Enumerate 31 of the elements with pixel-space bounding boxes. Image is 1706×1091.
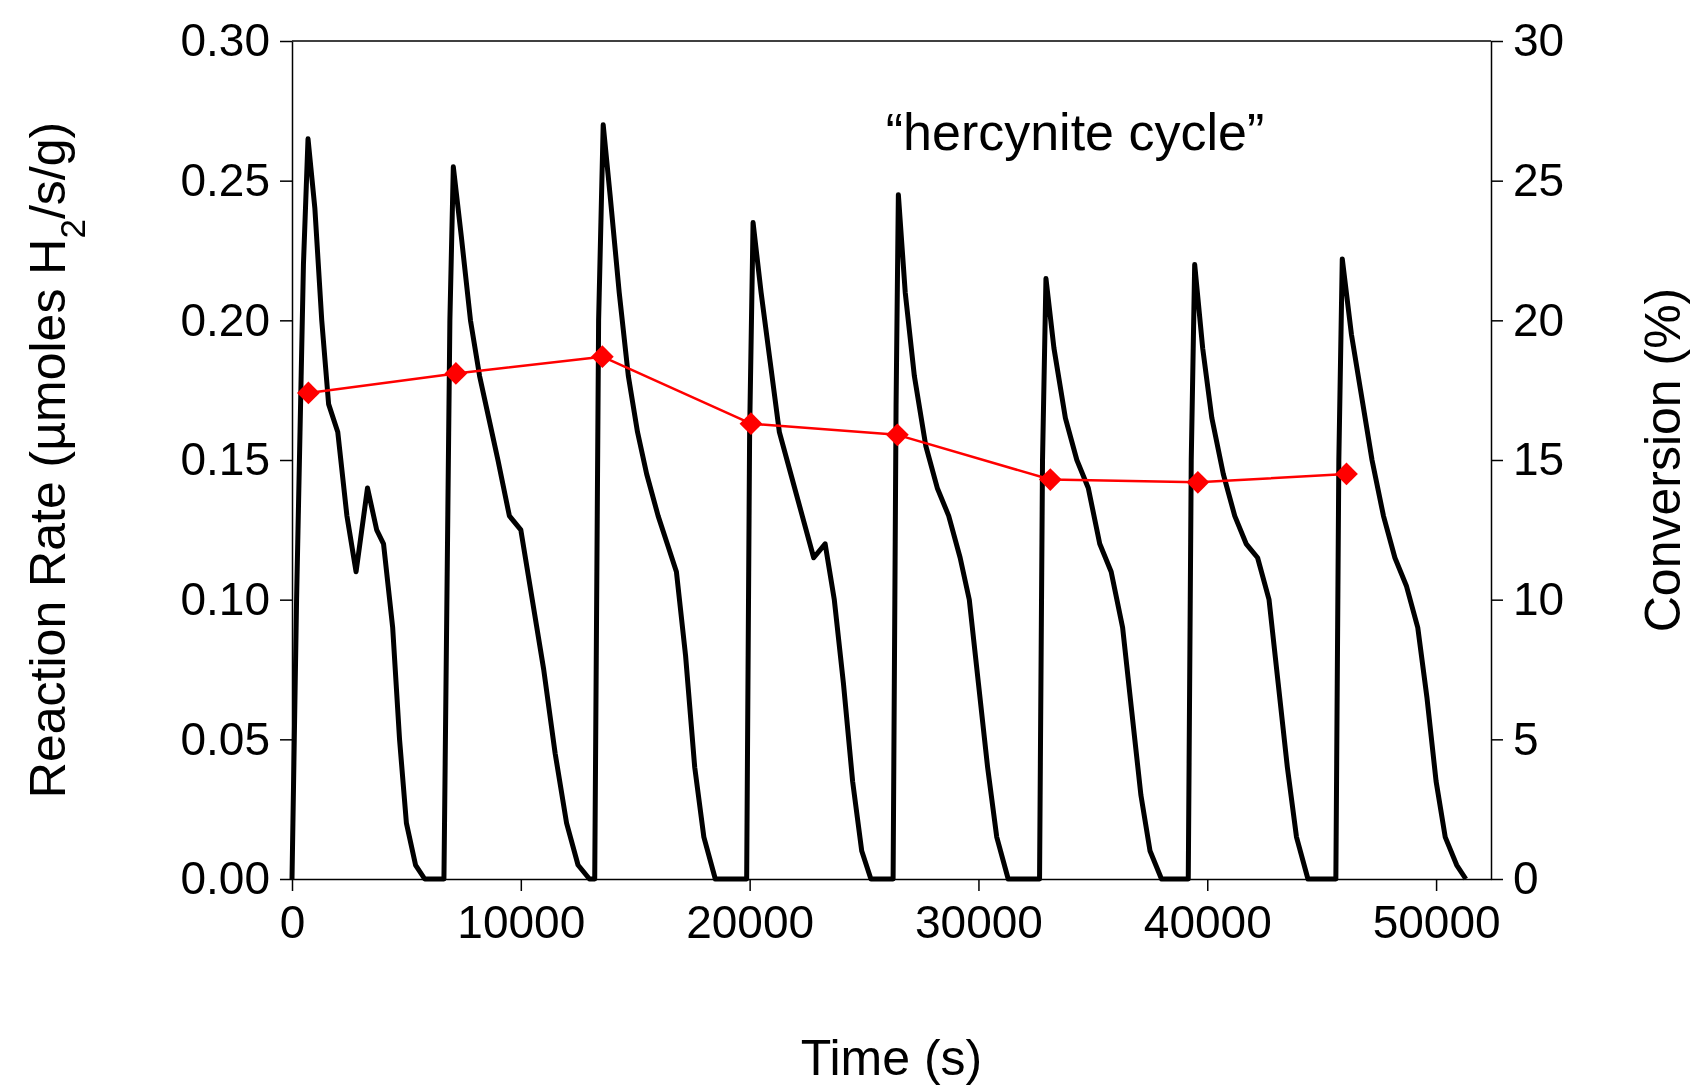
y-tick-label: 0.20 — [180, 293, 270, 346]
point — [590, 345, 614, 369]
point — [444, 362, 468, 385]
point — [739, 412, 763, 436]
y2-tick-label: 30 — [1513, 14, 1565, 67]
y-tick-label: 0.05 — [180, 712, 270, 765]
y-tick-label: 0.00 — [180, 852, 270, 905]
x-tick-label: 20000 — [686, 895, 815, 948]
y-tick-label: 0.10 — [180, 572, 270, 625]
point — [1335, 462, 1358, 486]
y-tick-label: 0.30 — [180, 14, 270, 67]
x-tick-label: 40000 — [1143, 895, 1272, 948]
annotation: “hercynite cycle” — [885, 103, 1265, 161]
y2-axis-title: Conversion (%) — [1635, 287, 1691, 633]
x-axis-title: Time (s) — [800, 1030, 983, 1086]
x-tick-label: 10000 — [457, 895, 586, 948]
y2-tick-label: 5 — [1513, 712, 1539, 765]
point — [1038, 468, 1062, 491]
point — [1186, 470, 1210, 494]
y2-tick-label: 25 — [1513, 153, 1565, 206]
x-tick-label: 30000 — [914, 895, 1043, 948]
x-tick-label: 0 — [279, 895, 306, 948]
y-tick-label: 0.25 — [180, 153, 270, 206]
y-tick-label: 0.15 — [180, 433, 270, 486]
y2-tick-label: 15 — [1513, 433, 1565, 486]
x-tick-label: 50000 — [1372, 895, 1501, 948]
y2-tick-label: 0 — [1513, 852, 1539, 905]
point — [885, 423, 909, 447]
point — [297, 381, 320, 405]
y2-tick-label: 20 — [1513, 293, 1565, 346]
y2-tick-label: 10 — [1513, 572, 1565, 625]
